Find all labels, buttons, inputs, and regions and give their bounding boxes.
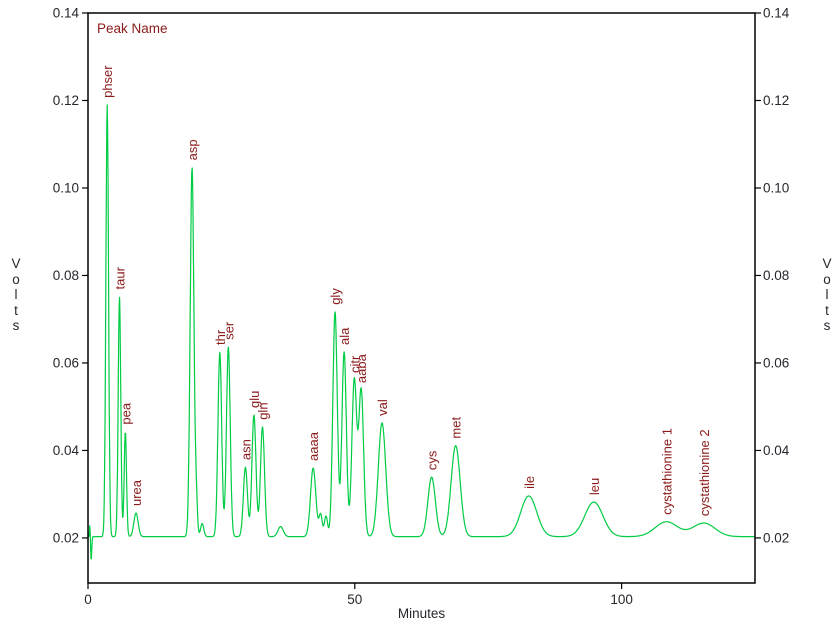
y-tick-label-left: 0.08 [53,268,79,283]
y-tick-label-right: 0.08 [763,268,789,283]
peak-label-aaaa: aaaa [306,431,321,461]
peak-label-ala: ala [337,327,352,345]
x-tick-label: 0 [84,592,92,607]
peak-label-cys: cys [425,450,440,470]
y-tick-label-left: 0.02 [53,530,79,545]
trace-line [87,104,755,560]
y-tick-label-left: 0.12 [53,93,79,108]
peak-label-asn: asn [238,439,253,460]
y-tick-label-left: 0.04 [53,443,80,458]
x-axis-title: Minutes [397,606,446,621]
y-tick-label-left: 0.06 [53,355,79,370]
plot-border [87,12,756,584]
peak-label-gly: gly [328,288,343,305]
peak-label-met: met [449,417,464,439]
y-tick-label-left: 0.10 [53,180,79,195]
y-tick-label-right: 0.10 [763,180,789,195]
peak-label-asp: asp [185,139,200,160]
peak-label-leu: leu [587,478,602,495]
y-tick-label-right: 0.12 [763,93,789,108]
peak-label-taur: taur [113,266,128,289]
x-tick-label: 100 [610,592,633,607]
peak-label-ile: ile [522,476,537,489]
peak-label-cystathionine-2: cystathionine 2 [697,429,712,516]
peak-label-val: val [375,399,390,416]
y-tick-label-left: 0.14 [53,6,80,21]
x-tick-label: 50 [347,592,362,607]
peak-label-citr: citr [347,355,362,373]
y-tick-label-right: 0.14 [763,6,790,21]
peak-label-ser: ser [221,321,236,340]
y-tick-label-right: 0.04 [763,443,790,458]
peak-label-aaba: aaba [354,353,369,383]
peak-label-glu: glu [247,391,262,408]
y-tick-label-right: 0.02 [763,530,789,545]
peak-label-urea: urea [129,479,144,506]
legend-peak-name: Peak Name [97,21,168,36]
peak-label-thr: thr [213,329,228,345]
peak-label-gln: gln [256,402,271,419]
peak-label-phser: phser [100,65,115,98]
y-tick-label-right: 0.06 [763,355,789,370]
peak-label-cystathionine-1: cystathionine 1 [659,428,674,515]
peak-label-pea: pea [118,402,133,424]
